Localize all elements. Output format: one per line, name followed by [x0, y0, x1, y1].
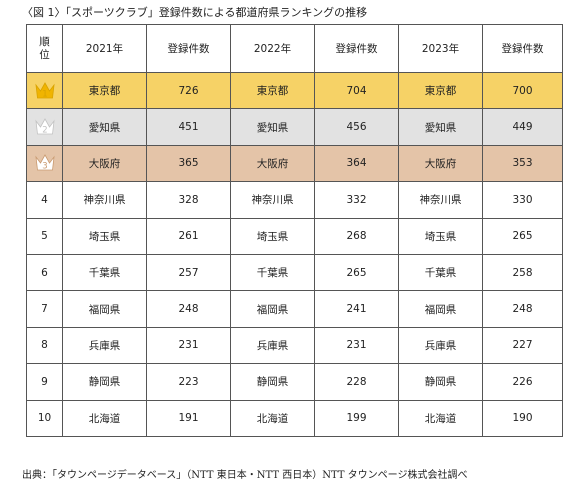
- table-row: 4 神奈川県 328 神奈川県 332 神奈川県 330: [26, 181, 563, 219]
- prefecture-2021-cell: 兵庫県: [62, 326, 147, 365]
- header-2022-count: 登録件数: [314, 24, 399, 73]
- table-row: 1 東京都 726 東京都 704 東京都 700: [26, 71, 563, 110]
- crown-rank-number: 1: [42, 89, 47, 99]
- header-rank-label: 順位: [39, 35, 50, 61]
- table-row: 10 北海道 191 北海道 199 北海道 190: [26, 399, 563, 437]
- count-2021-cell: 257: [146, 253, 231, 292]
- rank-cell: 6: [26, 253, 63, 292]
- count-2021-cell: 726: [146, 71, 231, 110]
- count-2021-cell: 231: [146, 326, 231, 365]
- table-row: 8 兵庫県 231 兵庫県 231 兵庫県 227: [26, 326, 563, 365]
- rank-cell: 9: [26, 363, 63, 401]
- source-note: 出典：「タウンページデータベース」（NTT 東日本・NTT 西日本）NTT タウ…: [22, 470, 468, 481]
- count-2022-cell: 265: [314, 253, 399, 292]
- prefecture-2022-cell: 福岡県: [230, 290, 315, 328]
- count-2023-cell: 353: [482, 144, 563, 183]
- count-2021-cell: 365: [146, 144, 231, 183]
- header-2023-count: 登録件数: [482, 24, 563, 73]
- crown-rank-number: 2: [42, 126, 47, 136]
- prefecture-2022-cell: 埼玉県: [230, 217, 315, 255]
- prefecture-2023-cell: 兵庫県: [398, 326, 483, 365]
- prefecture-2023-cell: 北海道: [398, 399, 483, 437]
- header-2021: 2021年: [62, 24, 147, 73]
- count-2022-cell: 268: [314, 217, 399, 255]
- rank-cell: 1: [26, 71, 63, 110]
- table-row: 5 埼玉県 261 埼玉県 268 埼玉県 265: [26, 217, 563, 255]
- count-2023-cell: 700: [482, 71, 563, 110]
- count-2022-cell: 241: [314, 290, 399, 328]
- prefecture-2021-cell: 北海道: [62, 399, 147, 437]
- table-body: 1 東京都 726 東京都 704 東京都 700 2 愛知県 451 愛知県 456 愛知県 449 3 大…: [26, 71, 563, 437]
- prefecture-2022-cell: 兵庫県: [230, 326, 315, 365]
- count-2021-cell: 248: [146, 290, 231, 328]
- count-2023-cell: 248: [482, 290, 563, 328]
- table-header-row: 順位 2021年 登録件数 2022年 登録件数 2023年 登録件数: [26, 24, 563, 73]
- table-row: 2 愛知県 451 愛知県 456 愛知県 449: [26, 108, 563, 146]
- table-row: 3 大阪府 365 大阪府 364 大阪府 353: [26, 144, 563, 183]
- prefecture-2021-cell: 埼玉県: [62, 217, 147, 255]
- count-2022-cell: 231: [314, 326, 399, 365]
- count-2023-cell: 258: [482, 253, 563, 292]
- bronze-crown-icon: 3: [34, 154, 55, 172]
- header-rank: 順位: [26, 24, 63, 73]
- count-2023-cell: 330: [482, 181, 563, 219]
- rank-cell: 8: [26, 326, 63, 365]
- prefecture-2022-cell: 愛知県: [230, 108, 315, 146]
- header-2022: 2022年: [230, 24, 315, 73]
- prefecture-2022-cell: 大阪府: [230, 144, 315, 183]
- silver-crown-icon: 2: [34, 118, 55, 136]
- prefecture-2023-cell: 埼玉県: [398, 217, 483, 255]
- count-2021-cell: 191: [146, 399, 231, 437]
- prefecture-2023-cell: 千葉県: [398, 253, 483, 292]
- prefecture-2021-cell: 東京都: [62, 71, 147, 110]
- crown-rank-number: 3: [42, 162, 47, 172]
- prefecture-2021-cell: 千葉県: [62, 253, 147, 292]
- gold-crown-icon: 1: [34, 81, 55, 99]
- rank-cell: 10: [26, 399, 63, 437]
- count-2022-cell: 456: [314, 108, 399, 146]
- count-2022-cell: 228: [314, 363, 399, 401]
- prefecture-2022-cell: 千葉県: [230, 253, 315, 292]
- count-2022-cell: 704: [314, 71, 399, 110]
- prefecture-2022-cell: 静岡県: [230, 363, 315, 401]
- table-row: 7 福岡県 248 福岡県 241 福岡県 248: [26, 290, 563, 328]
- prefecture-2022-cell: 神奈川県: [230, 181, 315, 219]
- header-2021-count: 登録件数: [146, 24, 231, 73]
- prefecture-2023-cell: 福岡県: [398, 290, 483, 328]
- table-row: 9 静岡県 223 静岡県 228 静岡県 226: [26, 363, 563, 401]
- count-2021-cell: 223: [146, 363, 231, 401]
- count-2022-cell: 364: [314, 144, 399, 183]
- prefecture-2023-cell: 東京都: [398, 71, 483, 110]
- prefecture-2021-cell: 大阪府: [62, 144, 147, 183]
- prefecture-2023-cell: 静岡県: [398, 363, 483, 401]
- prefecture-2021-cell: 愛知県: [62, 108, 147, 146]
- rank-cell: 2: [26, 108, 63, 146]
- prefecture-2023-cell: 神奈川県: [398, 181, 483, 219]
- count-2021-cell: 328: [146, 181, 231, 219]
- count-2023-cell: 226: [482, 363, 563, 401]
- table-row: 6 千葉県 257 千葉県 265 千葉県 258: [26, 253, 563, 292]
- prefecture-2021-cell: 福岡県: [62, 290, 147, 328]
- ranking-table: 順位 2021年 登録件数 2022年 登録件数 2023年 登録件数 1 東京都…: [26, 24, 563, 437]
- count-2021-cell: 261: [146, 217, 231, 255]
- rank-cell: 3: [26, 144, 63, 183]
- prefecture-2021-cell: 静岡県: [62, 363, 147, 401]
- prefecture-2021-cell: 神奈川県: [62, 181, 147, 219]
- count-2023-cell: 227: [482, 326, 563, 365]
- prefecture-2022-cell: 東京都: [230, 71, 315, 110]
- figure-caption: 〈図 1〉「スポーツクラブ」登録件数による都道府県ランキングの推移: [22, 6, 368, 19]
- header-2023: 2023年: [398, 24, 483, 73]
- count-2023-cell: 265: [482, 217, 563, 255]
- count-2021-cell: 451: [146, 108, 231, 146]
- count-2022-cell: 332: [314, 181, 399, 219]
- count-2023-cell: 449: [482, 108, 563, 146]
- rank-cell: 4: [26, 181, 63, 219]
- rank-cell: 5: [26, 217, 63, 255]
- count-2022-cell: 199: [314, 399, 399, 437]
- prefecture-2022-cell: 北海道: [230, 399, 315, 437]
- prefecture-2023-cell: 大阪府: [398, 144, 483, 183]
- rank-cell: 7: [26, 290, 63, 328]
- count-2023-cell: 190: [482, 399, 563, 437]
- prefecture-2023-cell: 愛知県: [398, 108, 483, 146]
